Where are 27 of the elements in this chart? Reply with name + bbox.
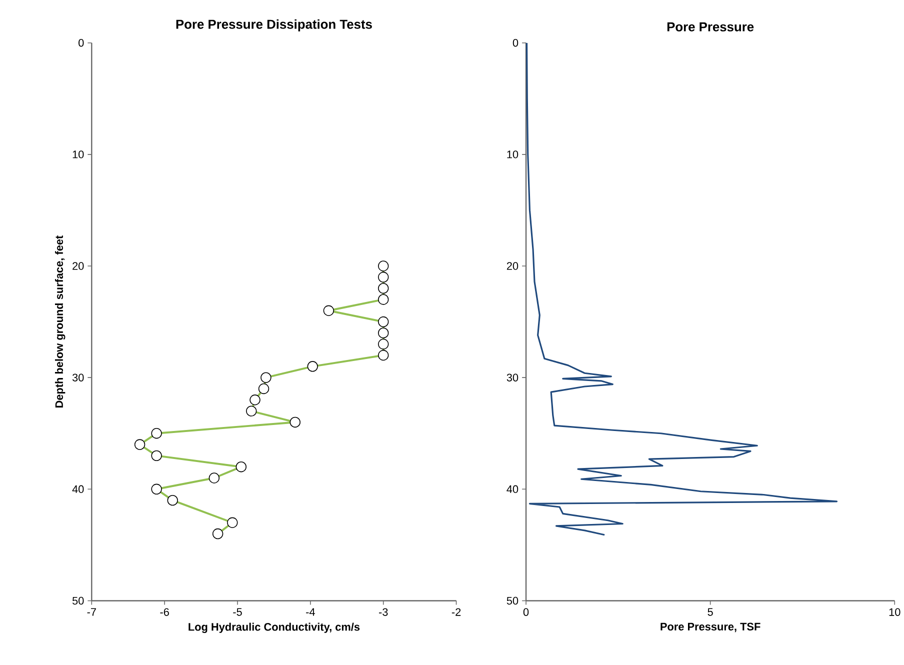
line-series (526, 42, 838, 536)
y-tick-label: 10 (507, 150, 518, 158)
y-tick-label: 0 (78, 38, 84, 46)
x-tick-label: -5 (233, 608, 242, 616)
y-tick-label: 40 (72, 485, 84, 493)
x-axis-title: Log Hydraulic Conductivity, cm/s (188, 622, 360, 633)
y-tick-label: 50 (72, 596, 84, 604)
y-tick-label: 40 (506, 485, 518, 493)
x-tick-label: 10 (889, 608, 900, 616)
y-tick-label: 0 (512, 38, 518, 46)
x-tick-label: -4 (306, 608, 315, 616)
y-tick-label: 20 (506, 262, 518, 270)
x-tick-label: -7 (87, 608, 96, 616)
y-tick-label: 30 (506, 373, 518, 382)
y-tick-label: 20 (72, 262, 84, 270)
x-axis-title: Pore Pressure, TSF (660, 622, 760, 632)
x-tick-label: -3 (378, 608, 388, 616)
chart-title: Pore Pressure Dissipation Tests (176, 19, 372, 32)
y-tick-label: 30 (72, 373, 84, 382)
x-tick-label: -2 (452, 608, 461, 616)
y-tick-label: 10 (72, 150, 84, 158)
x-tick-label: 0 (523, 608, 529, 616)
y-tick-label: 50 (506, 596, 518, 604)
x-tick-label: -6 (160, 608, 169, 616)
x-tick-label: 5 (708, 608, 713, 616)
chart-title: Pore Pressure (667, 22, 754, 32)
y-axis-title: Depth below ground surface, feet (55, 235, 66, 408)
